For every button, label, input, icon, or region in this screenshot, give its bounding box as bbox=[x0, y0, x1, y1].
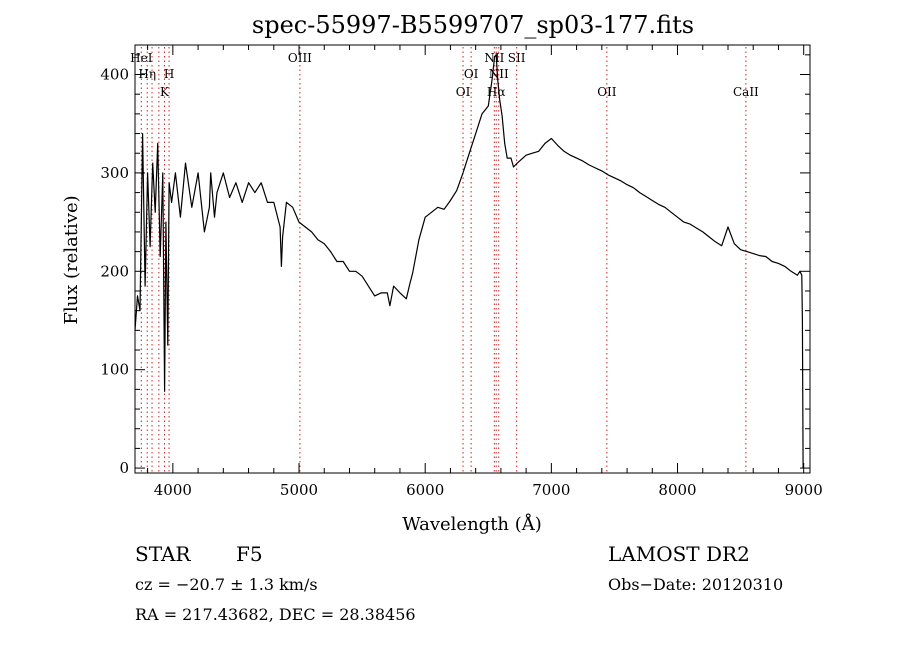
plot-frame bbox=[134, 44, 811, 474]
x-tick-label-0: 4000 bbox=[154, 481, 192, 499]
line-label-0: HeI bbox=[130, 51, 153, 65]
line-label-7: OI bbox=[456, 85, 471, 99]
line-label-13: OII bbox=[597, 85, 617, 99]
y-tick-label-3: 300 bbox=[100, 164, 129, 182]
object-type: STAR bbox=[135, 542, 191, 566]
y-tick-label-0: 0 bbox=[119, 459, 129, 477]
x-tick-label-2: 6000 bbox=[406, 481, 444, 499]
spectrum-series-0 bbox=[134, 54, 804, 469]
series-group bbox=[134, 54, 804, 469]
line-label-5: H bbox=[164, 67, 174, 81]
y-tick-label-4: 400 bbox=[100, 66, 129, 84]
observation-date: Obs−Date: 20120310 bbox=[608, 575, 784, 594]
line-label-8: OI bbox=[464, 67, 479, 81]
line-label-12: SII bbox=[508, 51, 526, 65]
chart-title: spec-55997-B5599707_sp03-177.fits bbox=[252, 11, 694, 39]
line-label-10: Hα bbox=[487, 85, 506, 99]
line-label-1: Hη bbox=[138, 67, 156, 81]
y-tick-label-2: 200 bbox=[100, 262, 129, 280]
x-tick-label-1: 5000 bbox=[280, 481, 318, 499]
x-tick-label-5: 9000 bbox=[785, 481, 823, 499]
x-axis-label: Wavelength (Å) bbox=[402, 513, 542, 535]
axis-ticks-group bbox=[135, 45, 810, 473]
y-tick-label-1: 100 bbox=[100, 361, 129, 379]
survey-name: LAMOST DR2 bbox=[608, 542, 750, 566]
line-label-6: OIII bbox=[288, 51, 312, 65]
x-tick-label-3: 7000 bbox=[532, 481, 570, 499]
object-subclass: F5 bbox=[236, 542, 263, 566]
tick-labels-group: 4000 5000 6000 7000 8000 9000 0 100 200 300 400 bbox=[100, 66, 822, 499]
y-axis-label: Flux (relative) bbox=[61, 195, 82, 324]
line-label-14: CaII bbox=[733, 85, 759, 99]
coordinates: RA = 217.43682, DEC = 28.38456 bbox=[135, 605, 416, 624]
x-tick-label-4: 8000 bbox=[658, 481, 696, 499]
redshift-value: cz = −20.7 ± 1.3 km/s bbox=[135, 575, 318, 594]
line-markers-group bbox=[140, 47, 747, 472]
line-label-4: K bbox=[160, 85, 170, 99]
line-label-11: NII bbox=[489, 67, 509, 81]
